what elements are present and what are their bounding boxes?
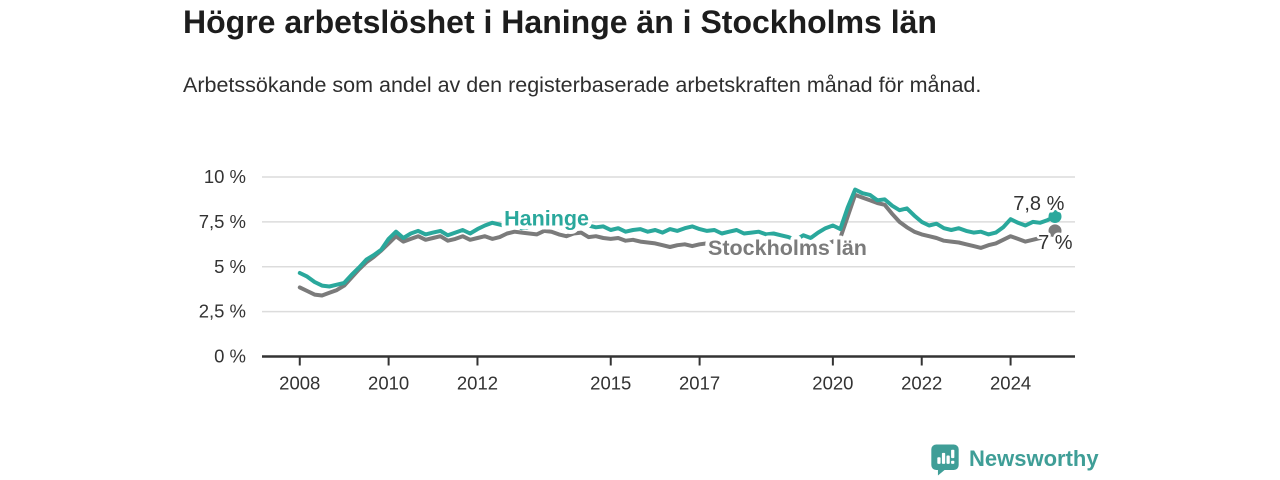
end-value-label-stockholms-lan: 7 % bbox=[1038, 232, 1073, 254]
x-tick-label: 2020 bbox=[812, 373, 853, 394]
y-tick-label: 7,5 % bbox=[199, 211, 246, 232]
series-label-stockholms-lan: Stockholms län bbox=[708, 236, 867, 260]
end-dot-stockholms-lan bbox=[1048, 224, 1062, 238]
series-line-haninge bbox=[297, 187, 1057, 289]
series-label-haninge: Haninge bbox=[504, 206, 589, 230]
x-tick-label: 2017 bbox=[679, 373, 720, 394]
x-tick-label: 2012 bbox=[457, 373, 498, 394]
series-line-stockholms-lan bbox=[297, 192, 1057, 298]
brand-name: Newsworthy bbox=[969, 446, 1099, 471]
x-tick-label: 2024 bbox=[990, 373, 1031, 394]
newsworthy-logo[interactable]: Newsworthy bbox=[930, 442, 1099, 476]
y-tick-label: 0 % bbox=[214, 346, 246, 367]
x-tick-label: 2015 bbox=[590, 373, 631, 394]
page-title: Högre arbetslöshet i Haninge än i Stockh… bbox=[183, 4, 937, 40]
x-tick-label: 2022 bbox=[901, 373, 942, 394]
bar-chart-speech-bubble-icon bbox=[931, 444, 959, 476]
chart-subtitle: Arbetssökande som andel av den registerb… bbox=[183, 73, 982, 97]
y-tick-label: 5 % bbox=[214, 256, 246, 277]
x-tick-label: 2008 bbox=[279, 373, 320, 394]
y-tick-label: 2,5 % bbox=[199, 301, 246, 322]
y-tick-label: 10 % bbox=[204, 166, 246, 187]
end-dot-haninge bbox=[1048, 209, 1062, 223]
end-value-label-haninge: 7,8 % bbox=[1013, 193, 1064, 215]
x-tick-label: 2010 bbox=[368, 373, 409, 394]
